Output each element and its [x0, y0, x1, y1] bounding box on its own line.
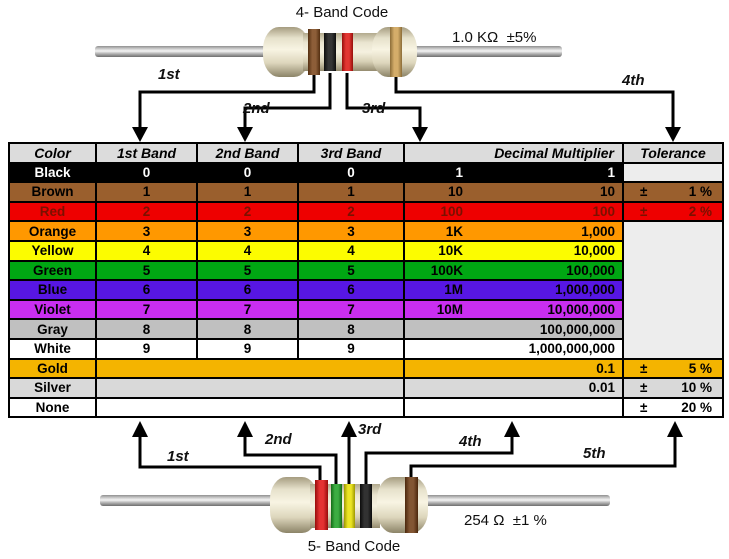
bottom-arrow-label-2nd: 2nd: [265, 431, 292, 448]
tolerance-cell: ±5 %: [622, 357, 724, 380]
table-row-green: Green 5 5 5 100K 100,000: [8, 259, 723, 282]
tolerance-cell: ±10 %: [622, 377, 724, 399]
top-arrow-label-2nd: 2nd: [243, 100, 270, 117]
color-name: White: [8, 337, 97, 360]
header-2nd-band: 2nd Band: [196, 142, 299, 164]
band-4th-black: [360, 484, 372, 528]
band-3rd-red: [342, 33, 353, 71]
color-name: Silver: [8, 377, 97, 399]
four-band-title: 4- Band Code: [295, 4, 389, 21]
top-arrow-label-3rd: 3rd: [362, 100, 386, 117]
band-4th-gold: [390, 27, 402, 77]
color-name: Blue: [8, 279, 97, 301]
tolerance-cell: ±2 %: [622, 200, 724, 223]
header-tolerance: Tolerance: [622, 142, 724, 164]
band-2nd-green: [331, 484, 342, 528]
color-name: Brown: [8, 181, 97, 203]
color-name: Violet: [8, 298, 97, 321]
table-header-row: Color 1st Band 2nd Band 3rd Band Decimal…: [8, 142, 724, 164]
tolerance-cell: ±1 %: [622, 181, 724, 203]
table-row-gold: Gold 0.1 ±5 %: [8, 357, 724, 380]
table-row-none: None ±20 %: [8, 396, 724, 419]
bottom-arrow-label-4th: 4th: [459, 433, 482, 450]
bottom-arrow-label-3rd: 3rd: [358, 421, 382, 438]
color-name: Orange: [8, 220, 97, 242]
header-color: Color: [8, 142, 97, 164]
top-resistor-value: 1.0 KΩ ±5%: [452, 29, 537, 46]
color-code-table: Color 1st Band 2nd Band 3rd Band Decimal…: [8, 142, 724, 419]
tolerance-empty-cell: [622, 161, 724, 184]
header-multiplier: Decimal Multiplier: [403, 142, 624, 164]
table-row-brown: Brown 1 1 1 10 10 ±1 %: [8, 181, 724, 203]
resistor-cap-right: [377, 477, 428, 533]
five-band-title: 5- Band Code: [307, 538, 401, 555]
band-3rd-yellow: [344, 484, 355, 528]
top-arrow-label-1st: 1st: [158, 66, 180, 83]
band-1st-brown: [308, 29, 320, 75]
merged-bands-cell: [95, 377, 405, 399]
header-3rd-band: 3rd Band: [297, 142, 405, 164]
tolerance-empty-merged-cell: [622, 220, 724, 360]
merged-bands-cell: [95, 396, 405, 419]
color-name: Gold: [8, 357, 97, 380]
band-5th-brown: [405, 477, 418, 533]
table-row-silver: Silver 0.01 ±10 %: [8, 377, 724, 399]
tolerance-cell: ±20 %: [622, 396, 724, 419]
resistor-cap-left: [263, 27, 310, 77]
color-name: Black: [8, 161, 97, 184]
color-name: Red: [8, 200, 97, 223]
table-row-yellow: Yellow 4 4 4 10K 10,000: [8, 239, 723, 262]
color-name: Gray: [8, 318, 97, 340]
table-row-gray: Gray 8 8 8 100,000,000: [8, 318, 723, 340]
merged-bands-cell: [95, 357, 405, 380]
table-row-violet: Violet 7 7 7 10M 10,000,000: [8, 298, 723, 321]
table-row-red: Red 2 2 2 100 100 ±2 %: [8, 200, 724, 223]
table-row-white: White 9 9 9 1,000,000,000: [8, 337, 723, 360]
color-name: Green: [8, 259, 97, 282]
table-row-blue: Blue 6 6 6 1M 1,000,000: [8, 279, 723, 301]
bottom-arrow-label-1st: 1st: [167, 448, 189, 465]
bottom-arrow-label-5th: 5th: [583, 445, 606, 462]
top-arrow-label-4th: 4th: [622, 72, 645, 89]
table-row-orange: Orange 3 3 3 1K 1,000: [8, 220, 724, 360]
band-2nd-black: [324, 33, 336, 71]
bottom-resistor-value: 254 Ω ±1 %: [464, 512, 547, 529]
color-name: None: [8, 396, 97, 419]
header-1st-band: 1st Band: [95, 142, 198, 164]
band-1st-red: [315, 480, 328, 530]
color-name: Yellow: [8, 239, 97, 262]
